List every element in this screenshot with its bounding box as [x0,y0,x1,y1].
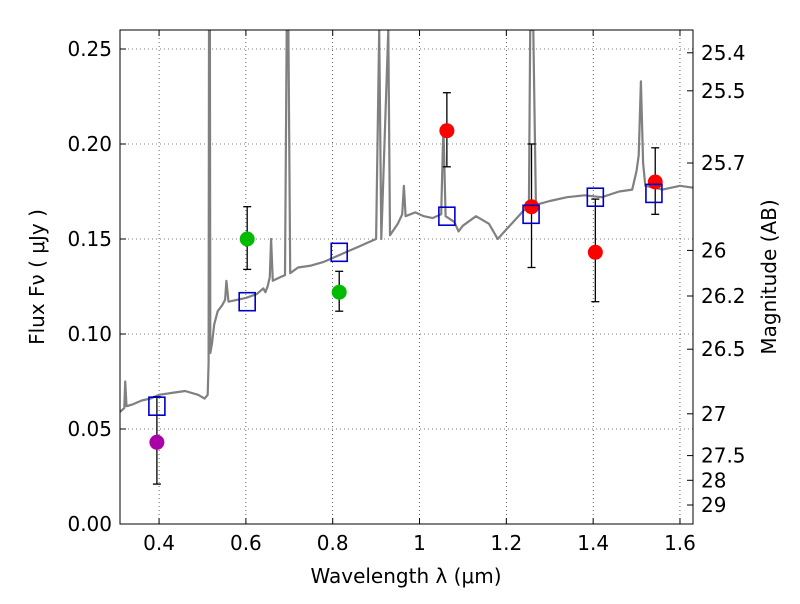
y-tick-label: 0.00 [67,512,112,536]
right-tick-label: 28 [701,468,726,492]
y-tick-label: 0.15 [67,227,112,251]
model-photometry-layer [148,183,663,417]
right-tick-label: 27.5 [701,444,746,468]
right-tick-label: 26.2 [701,284,746,308]
observed-flux-point [149,434,165,450]
x-tick-label: 0.6 [230,531,262,555]
y-axis-title: Flux Fν ( μJy ) [25,209,49,345]
right-tick-label: 25.7 [701,151,746,175]
right-tick-label: 29 [701,493,726,517]
y-tick-label: 0.20 [67,132,112,156]
x-tick-label: 1.6 [664,531,696,555]
observed-flux-point [647,174,663,190]
x-tick-label: 1.4 [577,531,609,555]
y-axis-ticks: 0.00 0.05 0.10 0.15 0.20 0.25 [67,37,126,536]
model-photometry-square [586,187,605,207]
errorbar-layer [152,92,660,485]
observation-layer [149,123,663,450]
x-tick-label: 1.2 [490,531,522,555]
plot-frame [119,29,694,525]
y-tick-label: 0.25 [67,37,112,61]
spectrum-layer [120,30,693,413]
model-photometry-square [645,183,663,204]
right-tick-label: 25.4 [701,41,746,65]
observed-flux-point [524,199,540,215]
model-photometry-square [330,242,349,263]
x-tick-label: 1 [413,531,426,555]
right-tick-label: 27 [701,402,726,426]
x-axis-ticks: 0.4 0.6 0.8 1 1.2 1.4 1.6 [143,30,696,555]
model-photometry-square [438,206,456,226]
right-axis-title: Magnitude (AB) [757,199,781,354]
right-tick-label: 25.5 [701,79,746,103]
model-photometry-square [148,396,166,417]
model-photometry-square [238,291,256,312]
observed-flux-point [331,284,347,300]
model-photometry-square [522,204,540,225]
model-spectrum-line [120,30,693,413]
observed-flux-point [439,123,455,139]
y-tick-label: 0.05 [67,417,112,441]
x-tick-label: 0.8 [317,531,349,555]
right-tick-label: 26.5 [701,337,746,361]
observed-flux-point [239,231,255,247]
y-tick-label: 0.10 [67,322,112,346]
x-tick-label: 0.4 [143,531,175,555]
grid [120,30,693,525]
x-axis-title: Wavelength λ (μm) [310,564,501,588]
observed-flux-point [587,244,603,260]
right-tick-label: 26 [701,238,726,262]
